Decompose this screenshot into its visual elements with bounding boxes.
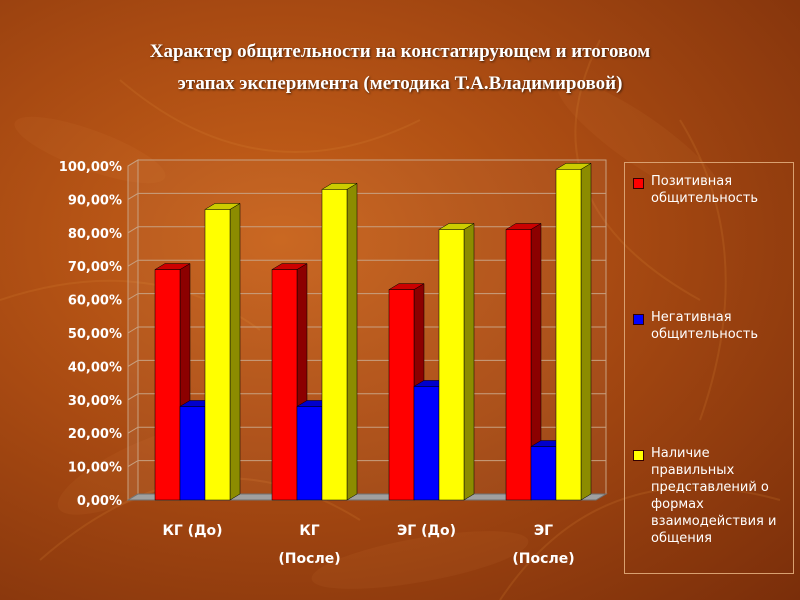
bar [154, 269, 181, 501]
bar [388, 289, 415, 501]
bar [321, 189, 348, 501]
x-category-label: КГ [299, 523, 319, 539]
x-category-label: (После) [512, 551, 574, 567]
chart-title: Характер общительности на констатирующем… [0, 36, 800, 100]
x-category-label: ЭГ (До) [397, 523, 456, 539]
legend-swatch-positive [633, 178, 644, 189]
bar [530, 446, 557, 501]
y-tick-label: 40,00% [68, 360, 122, 375]
bar [204, 209, 231, 501]
x-category-label: КГ (До) [162, 523, 222, 539]
bar-side [463, 223, 475, 501]
y-tick-label: 0,00% [77, 494, 122, 509]
gridline [127, 192, 606, 200]
bar [296, 406, 323, 501]
x-category-label: (После) [278, 551, 340, 567]
legend-swatch-negative [633, 314, 644, 325]
bar-side [229, 202, 241, 501]
chart-title-line-2: этапах эксперимента (методика Т.А.Владим… [177, 73, 623, 94]
y-tick-label: 90,00% [68, 193, 122, 208]
legend-swatch-representations [633, 450, 644, 461]
y-tick-label: 50,00% [68, 327, 122, 342]
bar [179, 406, 206, 501]
y-tick-label: 60,00% [68, 294, 122, 309]
x-category-label: ЭГ [534, 523, 553, 539]
bar-side [346, 182, 358, 501]
bar-side [580, 162, 592, 501]
y-tick-label: 10,00% [68, 461, 122, 476]
bar [555, 169, 582, 501]
bar [505, 229, 532, 501]
legend: Позитивная общительность Негативная общи… [624, 162, 794, 574]
legend-label-positive: Позитивная общительность [651, 174, 759, 206]
chart-title-line-1: Характер общительности на констатирующем… [149, 41, 651, 62]
y-tick-label: 100,00% [59, 160, 122, 175]
y-tick-label: 30,00% [68, 394, 122, 409]
y-tick-label: 20,00% [68, 427, 122, 442]
gridline [127, 159, 606, 167]
bar [271, 269, 298, 501]
y-tick-label: 70,00% [68, 260, 122, 275]
bar [438, 229, 465, 501]
legend-label-representations: Наличие правильных представлений о форма… [651, 446, 777, 546]
legend-label-negative: Негативная общительность [651, 310, 759, 342]
y-tick-label: 80,00% [68, 227, 122, 242]
bar [413, 386, 440, 501]
